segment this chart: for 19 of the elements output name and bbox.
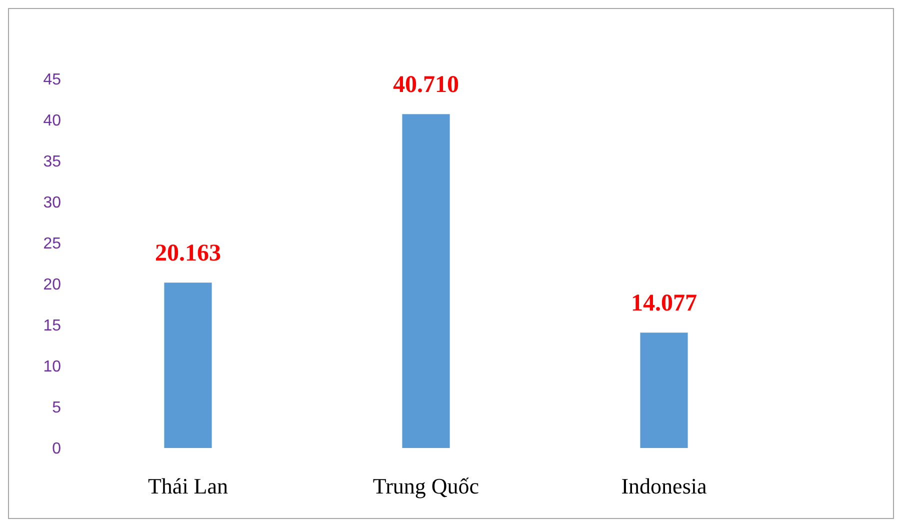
y-tick-label: 15 <box>43 318 62 335</box>
data-label: 14.077 <box>631 290 697 317</box>
x-tick-label: Indonesia <box>621 474 707 499</box>
data-label: 20.163 <box>155 240 221 267</box>
y-tick-label: 40 <box>43 112 62 130</box>
y-tick-label: 20 <box>43 276 62 294</box>
data-label: 40.710 <box>393 72 459 98</box>
bar <box>164 282 212 448</box>
y-tick-label: 25 <box>43 236 62 253</box>
y-tick-label: 0 <box>52 440 62 458</box>
x-tick-label: Thái Lan <box>148 474 228 499</box>
y-tick-label: 10 <box>43 358 62 376</box>
y-tick-label: 30 <box>43 194 62 212</box>
y-tick-label: 5 <box>52 400 62 417</box>
bar <box>640 332 688 448</box>
x-tick-label: Trung Quốc <box>372 474 480 499</box>
y-tick-label: 45 <box>43 72 62 89</box>
y-tick-label: 35 <box>43 154 62 171</box>
bar <box>402 114 450 448</box>
